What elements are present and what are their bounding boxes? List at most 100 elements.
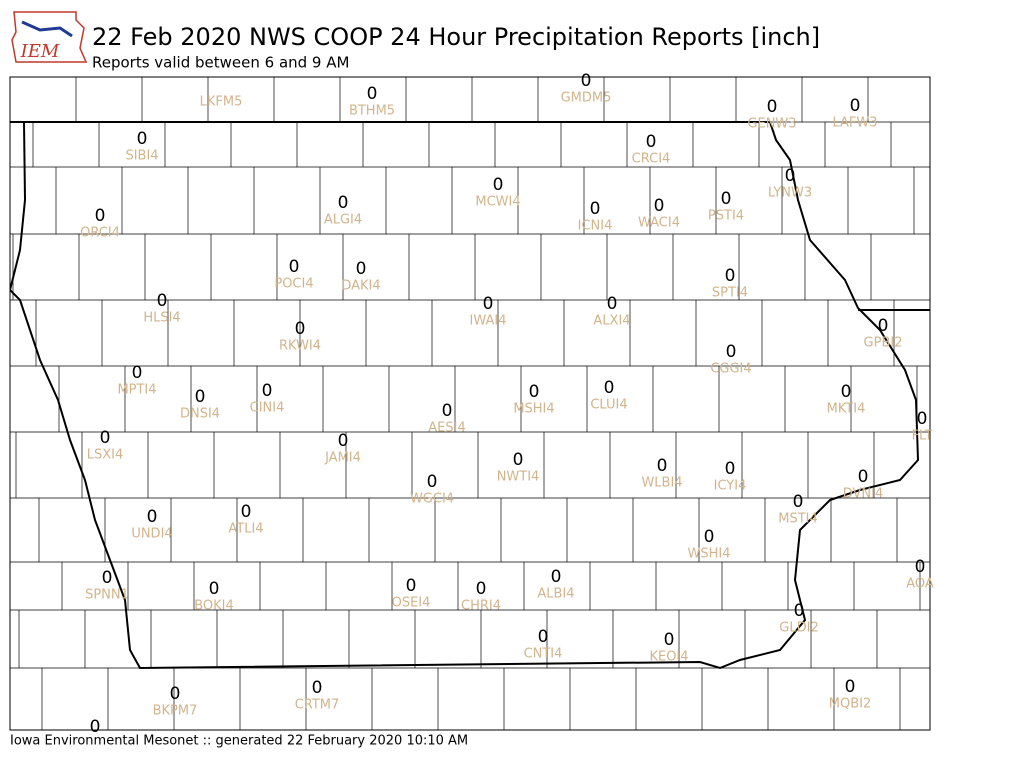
station-value: 0	[312, 678, 323, 698]
station-value: 0	[157, 291, 168, 311]
station-value: 0	[406, 576, 417, 596]
station-id: MKTI4	[827, 402, 866, 417]
station-id: HLSI4	[143, 311, 180, 326]
station-id: ICYI4	[714, 479, 747, 494]
station-value: 0	[95, 206, 106, 226]
station-value: 0	[137, 129, 148, 149]
station-id: DNSI4	[180, 407, 220, 422]
station-value: 0	[338, 193, 349, 213]
station-value: 0	[793, 492, 804, 512]
station-id: GPBI2	[864, 336, 903, 351]
station-value: 0	[845, 677, 856, 697]
station-value: 0	[195, 387, 206, 407]
station-value: 0	[170, 684, 181, 704]
station-value: 0	[915, 557, 926, 577]
station-id: MPTI4	[117, 383, 156, 398]
station-value: 0	[767, 97, 778, 117]
station-id: MSHI4	[513, 402, 554, 417]
station-id: AOA	[906, 577, 934, 592]
station-id: ATLI4	[228, 522, 263, 537]
station-value: 0	[356, 259, 367, 279]
station-id: BTHM5	[349, 104, 395, 119]
station-id: UNDI4	[131, 527, 172, 542]
station-id: SPNN1	[85, 588, 129, 603]
station-id: AESI4	[428, 421, 465, 436]
station-id: CHRI4	[461, 599, 501, 614]
station-id: LAFW3	[832, 116, 877, 131]
station-id: CNTI4	[524, 647, 563, 662]
station-value: 0	[262, 381, 273, 401]
title: 22 Feb 2020 NWS COOP 24 Hour Precipitati…	[92, 23, 820, 51]
station-id: RKWI4	[279, 339, 321, 354]
station-id: ICNI4	[578, 219, 613, 234]
station-id: ALGI4	[324, 213, 362, 228]
station-value: 0	[289, 257, 300, 277]
logo: IEM	[11, 11, 88, 63]
station-value: 0	[590, 199, 601, 219]
station-id: CRCI4	[632, 152, 671, 167]
station-id: GLDI2	[779, 621, 818, 636]
station-id: DAKI4	[341, 279, 380, 294]
station-value: 0	[654, 196, 665, 216]
station-value: 0	[442, 401, 453, 421]
station-value: 0	[295, 319, 306, 339]
station-value: 0	[785, 166, 796, 186]
station-value: 0	[132, 363, 143, 383]
logo-text: IEM	[20, 41, 60, 62]
station-value: 0	[338, 431, 349, 451]
station-id: JAMI4	[324, 451, 361, 466]
station-id: GENW3	[747, 117, 796, 132]
station-id: WACI4	[638, 216, 680, 231]
station-id: NWTI4	[497, 470, 540, 485]
station-value: 0	[427, 472, 438, 492]
station-value: 0	[529, 382, 540, 402]
station-id: CGGI4	[710, 362, 751, 377]
station-value: 0	[102, 568, 113, 588]
station-id: BKPM7	[153, 704, 198, 719]
station-id: LKFM5	[200, 95, 243, 110]
station-id: CLUI4	[590, 398, 627, 413]
station-value: 0	[90, 717, 101, 737]
station-id: POCI4	[274, 277, 313, 292]
station-value: 0	[794, 601, 805, 621]
station-value: 0	[581, 71, 592, 91]
station-value: 0	[147, 507, 158, 527]
station-id: BOKI4	[194, 599, 234, 614]
station-id: SPTI4	[712, 286, 748, 301]
station-value: 0	[725, 266, 736, 286]
map-frame	[9, 76, 931, 731]
station-id: MQBI2	[829, 697, 871, 712]
station-id: IWAI4	[470, 314, 507, 329]
station-value: 0	[664, 630, 675, 650]
station-value: 0	[367, 84, 378, 104]
station-id: LSXI4	[87, 448, 124, 463]
station-value: 0	[604, 378, 615, 398]
station-value: 0	[513, 450, 524, 470]
station-value: 0	[100, 428, 111, 448]
station-value: 0	[917, 409, 928, 429]
station-value: 0	[538, 627, 549, 647]
station-value: 0	[725, 459, 736, 479]
station-id: FLT	[912, 429, 933, 444]
station-id: KEOI4	[649, 650, 688, 665]
station-value: 0	[646, 132, 657, 152]
station-id: SIBI4	[125, 149, 158, 164]
station-id: ALBI4	[537, 587, 574, 602]
station-id: DVNI4	[843, 487, 884, 502]
station-id: WLBI4	[641, 476, 682, 491]
subtitle: Reports valid between 6 and 9 AM	[92, 54, 349, 72]
state-border	[10, 121, 930, 311]
station-id: OSEI4	[392, 596, 431, 611]
station-value: 0	[493, 175, 504, 195]
logo-mark	[21, 20, 73, 38]
station-value: 0	[726, 342, 737, 362]
station-id: WSHI4	[688, 547, 731, 562]
station-value: 0	[241, 502, 252, 522]
station-value: 0	[607, 294, 618, 314]
station-value: 0	[657, 456, 668, 476]
station-id: CINI4	[250, 401, 285, 416]
station-value: 0	[721, 189, 732, 209]
